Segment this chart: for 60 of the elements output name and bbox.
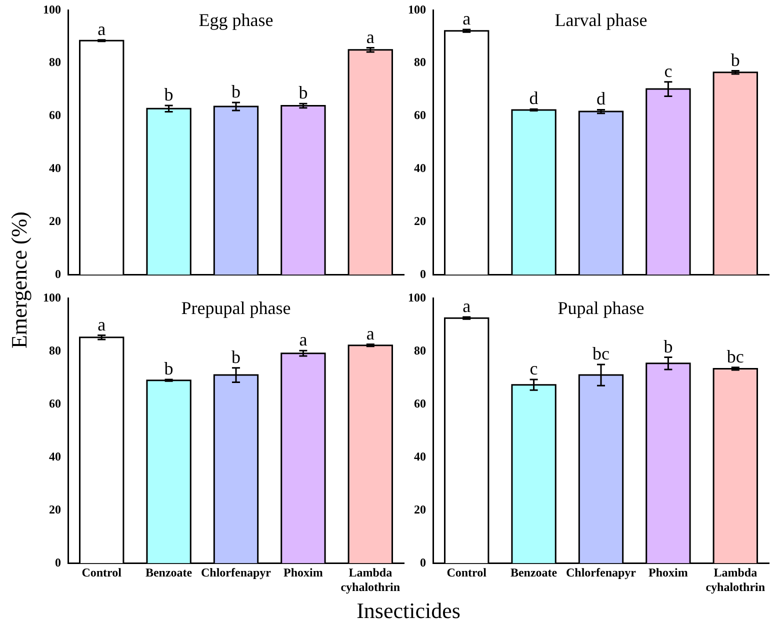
- y-tick-label: 60: [414, 108, 426, 122]
- x-tick-label: Chlorfenapyr: [566, 565, 637, 580]
- annotation: b: [664, 336, 673, 356]
- x-tick-label: Control: [446, 565, 488, 580]
- y-tick-label: 100: [408, 290, 426, 304]
- annotation: d: [596, 88, 606, 109]
- y-tick-label: 100: [43, 290, 61, 304]
- x-tick-label: Benzoate: [510, 565, 558, 580]
- x-tick-label: Benzoate: [145, 565, 193, 580]
- annotation: a: [366, 26, 374, 47]
- annotation: a: [299, 330, 308, 350]
- y-tick-label: 100: [408, 2, 426, 16]
- y-axis-title: Emergence (%): [7, 211, 33, 349]
- annotation: b: [730, 50, 740, 70]
- annotation: b: [164, 84, 174, 104]
- x-tick-label: Chlorfenapyr: [201, 565, 272, 580]
- chart-title: Pupal phase: [558, 298, 644, 318]
- y-tick-label: 40: [49, 161, 61, 176]
- annotation: b: [232, 82, 240, 102]
- y-tick-label: 40: [49, 449, 61, 464]
- y-tick-label: 0: [420, 555, 426, 570]
- annotation: c: [530, 358, 538, 379]
- annotation: a: [462, 296, 471, 316]
- annotation: a: [98, 314, 106, 334]
- annotation: b: [164, 358, 174, 379]
- x-tick-label: Lambda cyhalothrin: [340, 565, 400, 594]
- chart-title: Egg phase: [198, 10, 274, 30]
- x-tick-label: Phoxim: [284, 565, 323, 580]
- annotation: bc: [726, 346, 744, 366]
- y-tick-label: 0: [55, 555, 61, 570]
- annotation: bc: [592, 343, 610, 364]
- annotation: d: [529, 88, 538, 108]
- annotation: a: [462, 8, 471, 29]
- y-tick-label: 0: [420, 266, 426, 281]
- x-tick-label: Control: [82, 565, 122, 580]
- chart-title: Larval phase: [554, 10, 648, 30]
- y-tick-label: 100: [43, 2, 61, 16]
- annotation: b: [298, 82, 308, 103]
- y-tick-label: 40: [414, 161, 426, 176]
- y-tick-label: 40: [414, 449, 426, 464]
- x-tick-label: Phoxim: [648, 565, 688, 580]
- y-tick-label: 20: [49, 214, 61, 228]
- y-tick-label: 0: [55, 266, 61, 281]
- y-tick-label: 80: [414, 55, 426, 70]
- x-tick-label: Lambda cyhalothrin: [706, 565, 766, 594]
- y-tick-label: 60: [49, 108, 61, 122]
- y-tick-label: 20: [414, 214, 426, 228]
- y-tick-label: 60: [49, 396, 61, 410]
- annotation: a: [98, 18, 106, 39]
- annotation: b: [232, 346, 240, 367]
- chart-title: Prepupal phase: [181, 298, 291, 318]
- annotation: a: [366, 323, 374, 344]
- y-tick-label: 80: [49, 343, 61, 358]
- y-tick-label: 20: [414, 502, 426, 516]
- annotation: c: [664, 60, 672, 81]
- y-tick-label: 80: [49, 55, 61, 70]
- y-tick-label: 80: [414, 343, 426, 358]
- y-tick-label: 20: [49, 502, 61, 516]
- y-tick-label: 60: [414, 396, 426, 410]
- x-axis-title: Insecticides: [356, 598, 462, 624]
